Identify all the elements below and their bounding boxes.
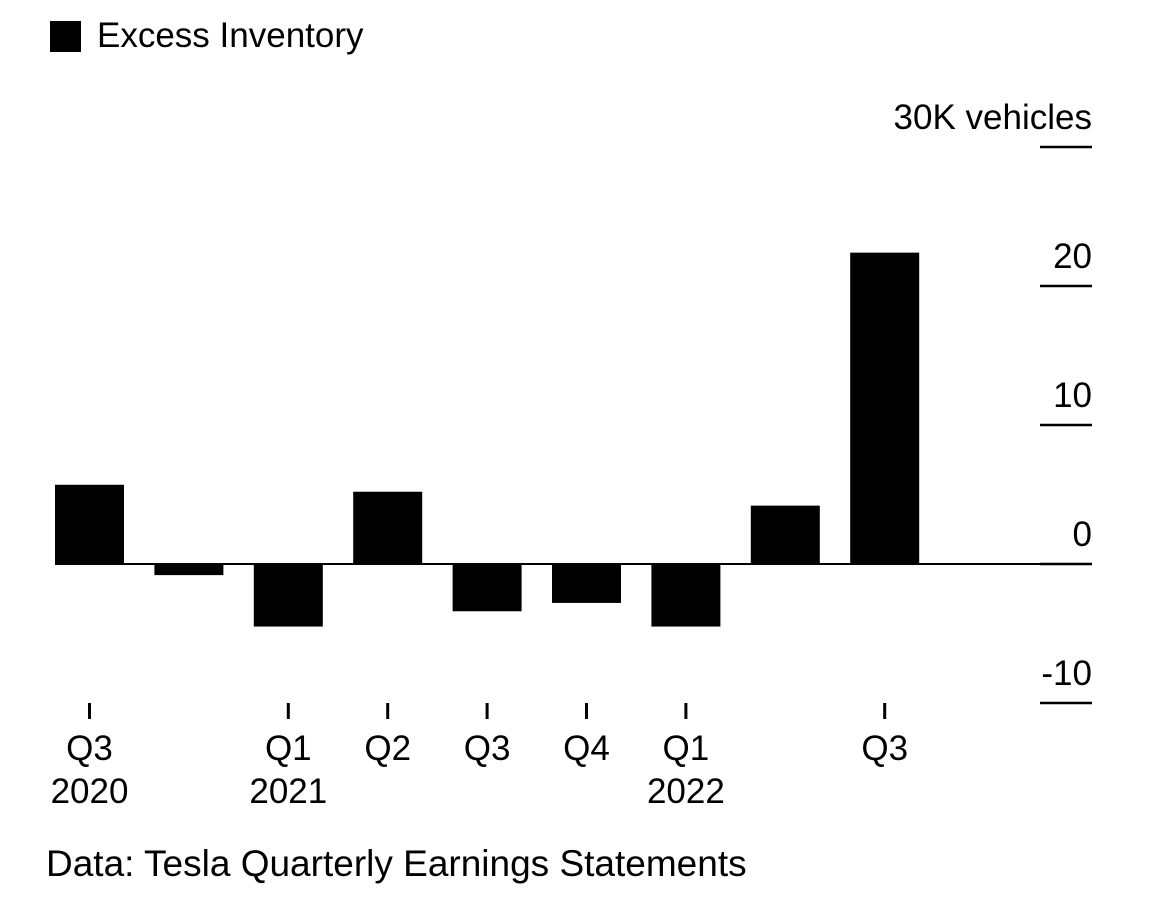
legend: Excess Inventory — [50, 16, 364, 56]
bar-q2-2022 — [750, 505, 820, 564]
bar-q3-2021 — [452, 564, 522, 612]
y-tick-label: 10 — [1053, 376, 1092, 415]
x-tick-label: Q3 — [861, 729, 908, 768]
bar-q1-2021 — [253, 564, 323, 627]
x-tick-label: Q1 — [265, 729, 312, 768]
x-tick-year-label: 2020 — [51, 772, 129, 811]
bar-q3-2022 — [850, 252, 920, 564]
x-tick-label: Q1 — [663, 729, 710, 768]
x-tick-label: Q2 — [364, 729, 411, 768]
legend-swatch — [50, 20, 81, 52]
y-tick-label: 30K vehicles — [894, 98, 1092, 137]
y-tick-label: 20 — [1053, 237, 1092, 276]
source-note: Data: Tesla Quarterly Earnings Statement… — [46, 843, 747, 884]
x-tick-label: Q3 — [464, 729, 511, 768]
x-tick-label: Q4 — [563, 729, 610, 768]
y-tick-label: -10 — [1041, 654, 1092, 693]
bar-q4-2020 — [154, 564, 224, 576]
bar-q2-2021 — [353, 491, 423, 564]
x-tick-year-label: 2021 — [249, 772, 327, 811]
y-tick-label: 0 — [1073, 515, 1092, 554]
x-tick-label: Q3 — [66, 729, 113, 768]
x-tick-year-label: 2022 — [647, 772, 725, 811]
bar-q4-2021 — [552, 564, 621, 603]
legend-label: Excess Inventory — [97, 16, 364, 55]
bar-q3-2020 — [55, 484, 124, 564]
bar-q1-2022 — [651, 564, 721, 627]
